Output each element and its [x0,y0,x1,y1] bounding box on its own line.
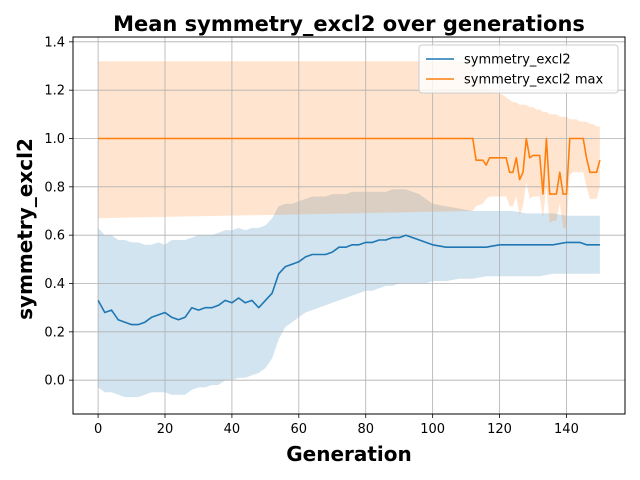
x-tick-label: 120 [487,422,512,437]
x-axis-label: Generation [286,442,412,466]
x-tick-label: 20 [157,422,174,437]
chart-title: Mean symmetry_excl2 over generations [113,12,585,36]
x-tick-label: 60 [291,422,308,437]
x-tick-label: 100 [420,422,445,437]
y-axis-ticks: 0.0 0.2 0.4 0.6 0.8 1.0 1.2 1.4 [44,35,73,389]
y-tick-label: 1.0 [44,132,65,147]
legend-box [418,44,619,94]
band-max [98,61,600,228]
y-tick-label: 0.4 [44,277,65,292]
x-tick-label: 40 [224,422,241,437]
y-tick-label: 1.4 [44,35,65,50]
y-tick-label: 0.2 [44,325,65,340]
y-tick-label: 0.8 [44,180,65,195]
legend: symmetry_excl2 symmetry_excl2 max [418,44,619,94]
series-line-max [98,137,601,195]
x-tick-label: 140 [554,422,579,437]
x-tick-label: 80 [357,422,374,437]
legend-entry: symmetry_excl2 max [464,73,603,88]
y-tick-label: 0.6 [44,229,65,244]
x-axis-ticks: 0 20 40 60 80 100 120 140 [94,414,579,437]
series-lines [97,137,601,326]
x-tick-label: 0 [94,422,102,437]
y-tick-label: 1.2 [44,84,65,99]
y-axis-label: symmetry_excl2 [13,138,37,320]
legend-entry: symmetry_excl2 [464,53,571,68]
band-mean [98,189,600,398]
confidence-bands [98,61,600,398]
plot-frame [72,36,626,415]
y-tick-label: 0.0 [44,374,65,389]
series-line-mean [97,234,600,326]
